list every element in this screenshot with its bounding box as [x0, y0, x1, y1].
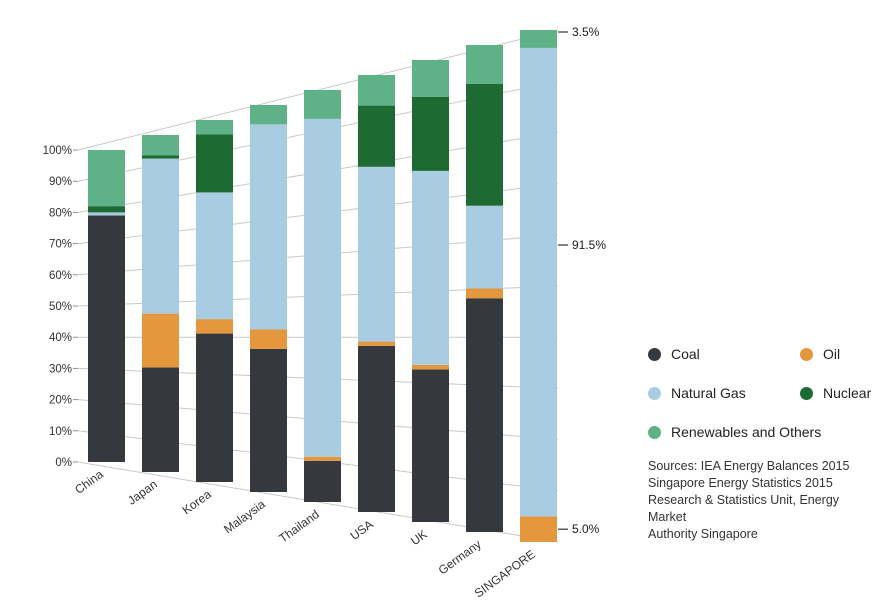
bar-segment-japan-coal: [142, 367, 179, 472]
legend-swatch-natural-gas: [648, 386, 661, 400]
bar-segment-germany-renewables-and-others: [466, 45, 503, 84]
x-axis-label-malaysia: Malaysia: [221, 497, 268, 536]
bar-segment-germany-coal: [466, 298, 503, 532]
y-axis-tick-label: 10%: [49, 426, 72, 438]
bar-segment-thailand-renewables-and-others: [304, 90, 341, 119]
legend-label: Oil: [823, 346, 841, 362]
bar-segment-usa-renewables-and-others: [358, 75, 395, 106]
x-axis-label-thailand: Thailand: [276, 507, 321, 545]
annotation-label: 5.0%: [572, 522, 600, 536]
bar-segment-germany-natural-gas: [466, 205, 503, 289]
y-axis-tick-label: 60%: [49, 270, 72, 282]
legend-item-oil: Oil: [800, 346, 871, 362]
sources-line: Research & Statistics Unit, Energy Marke…: [648, 493, 840, 524]
legend-label: Nuclear: [823, 385, 872, 401]
legend-swatch-renewables-and-others: [648, 425, 661, 439]
bar-segment-usa-oil: [358, 341, 395, 346]
x-axis-label-germany: Germany: [436, 537, 484, 577]
x-axis-label-korea: Korea: [180, 487, 214, 517]
y-axis-tick-label: 30%: [49, 363, 72, 375]
bar-segment-singapore-renewables-and-others: [520, 30, 557, 48]
bar-segment-japan-oil: [142, 313, 179, 368]
y-axis-tick-label: 90%: [49, 176, 72, 188]
bar-segment-germany-oil: [466, 288, 503, 299]
bar-segment-japan-nuclear: [142, 155, 179, 159]
bar-segment-thailand-oil: [304, 456, 341, 461]
y-axis-tick-label: 70%: [49, 239, 72, 251]
bar-segment-japan-natural-gas: [142, 158, 179, 314]
bar-segment-malaysia-coal: [250, 348, 287, 492]
bar-segment-china-nuclear: [88, 206, 125, 213]
bar-segment-korea-coal: [196, 333, 233, 482]
bar-segment-malaysia-oil: [250, 329, 287, 349]
legend: Coal Oil Natural Gas Nuclear Renewables and …: [648, 346, 871, 440]
sources-note: Sources: IEA Energy Balances 2015 Singap…: [648, 458, 880, 543]
y-axis-tick-label: 40%: [49, 332, 72, 344]
annotation-label: 91.5%: [572, 238, 606, 252]
x-axis-label-singapore: SINGAPORE: [472, 547, 538, 600]
legend-label: Natural Gas: [671, 385, 746, 401]
bar-segment-korea-oil: [196, 319, 233, 334]
x-axis-label-usa: USA: [348, 517, 376, 543]
legend-swatch-nuclear: [800, 386, 813, 400]
y-axis-tick-label: 100%: [43, 145, 72, 157]
legend-swatch-oil: [800, 347, 813, 361]
bar-segment-malaysia-natural-gas: [250, 124, 287, 330]
legend-item-coal: Coal: [648, 346, 800, 362]
y-axis-tick-label: 20%: [49, 395, 72, 407]
bar-segment-japan-renewables-and-others: [142, 135, 179, 156]
bar-segment-china-coal: [88, 215, 125, 462]
bar-segment-germany-nuclear: [466, 83, 503, 206]
sources-line: Sources: IEA Energy Balances 2015: [648, 459, 850, 473]
y-axis-tick-label: 80%: [49, 207, 72, 219]
legend-label: Renewables and Others: [671, 424, 822, 440]
bar-segment-korea-renewables-and-others: [196, 120, 233, 135]
bar-segment-usa-coal: [358, 345, 395, 512]
sources-line: Singapore Energy Statistics 2015: [648, 476, 833, 490]
legend-item-renewables-and-others: Renewables and Others: [648, 424, 821, 440]
bar-segment-china-natural-gas: [88, 212, 125, 216]
bar-segment-thailand-coal: [304, 460, 341, 502]
bar-segment-thailand-natural-gas: [304, 118, 341, 457]
bar-segment-malaysia-renewables-and-others: [250, 105, 287, 125]
annotation-label: 3.5%: [572, 25, 600, 39]
y-axis-tick-label: 0%: [55, 457, 72, 469]
bar-segment-usa-nuclear: [358, 105, 395, 167]
y-axis-tick-label: 50%: [49, 301, 72, 313]
sources-line: Authority Singapore: [648, 527, 758, 541]
bar-segment-uk-natural-gas: [412, 170, 449, 365]
bar-segment-korea-natural-gas: [196, 192, 233, 320]
bar-segment-singapore-oil: [520, 516, 557, 542]
bar-segment-korea-nuclear: [196, 134, 233, 193]
legend-item-nuclear: Nuclear: [800, 385, 871, 401]
bar-segment-uk-coal: [412, 369, 449, 522]
bar-segment-usa-natural-gas: [358, 166, 395, 342]
legend-item-natural-gas: Natural Gas: [648, 385, 800, 401]
bar-segment-uk-nuclear: [412, 96, 449, 171]
bar-segment-uk-renewables-and-others: [412, 60, 449, 97]
x-axis-label-japan: Japan: [125, 477, 160, 508]
bar-segment-uk-oil: [412, 364, 449, 370]
x-axis-label-uk: UK: [408, 527, 430, 548]
bar-segment-singapore-natural-gas: [520, 47, 557, 517]
legend-swatch-coal: [648, 347, 661, 361]
legend-label: Coal: [671, 346, 700, 362]
x-axis-label-china: China: [72, 467, 106, 497]
bar-segment-china-renewables-and-others: [88, 150, 125, 207]
